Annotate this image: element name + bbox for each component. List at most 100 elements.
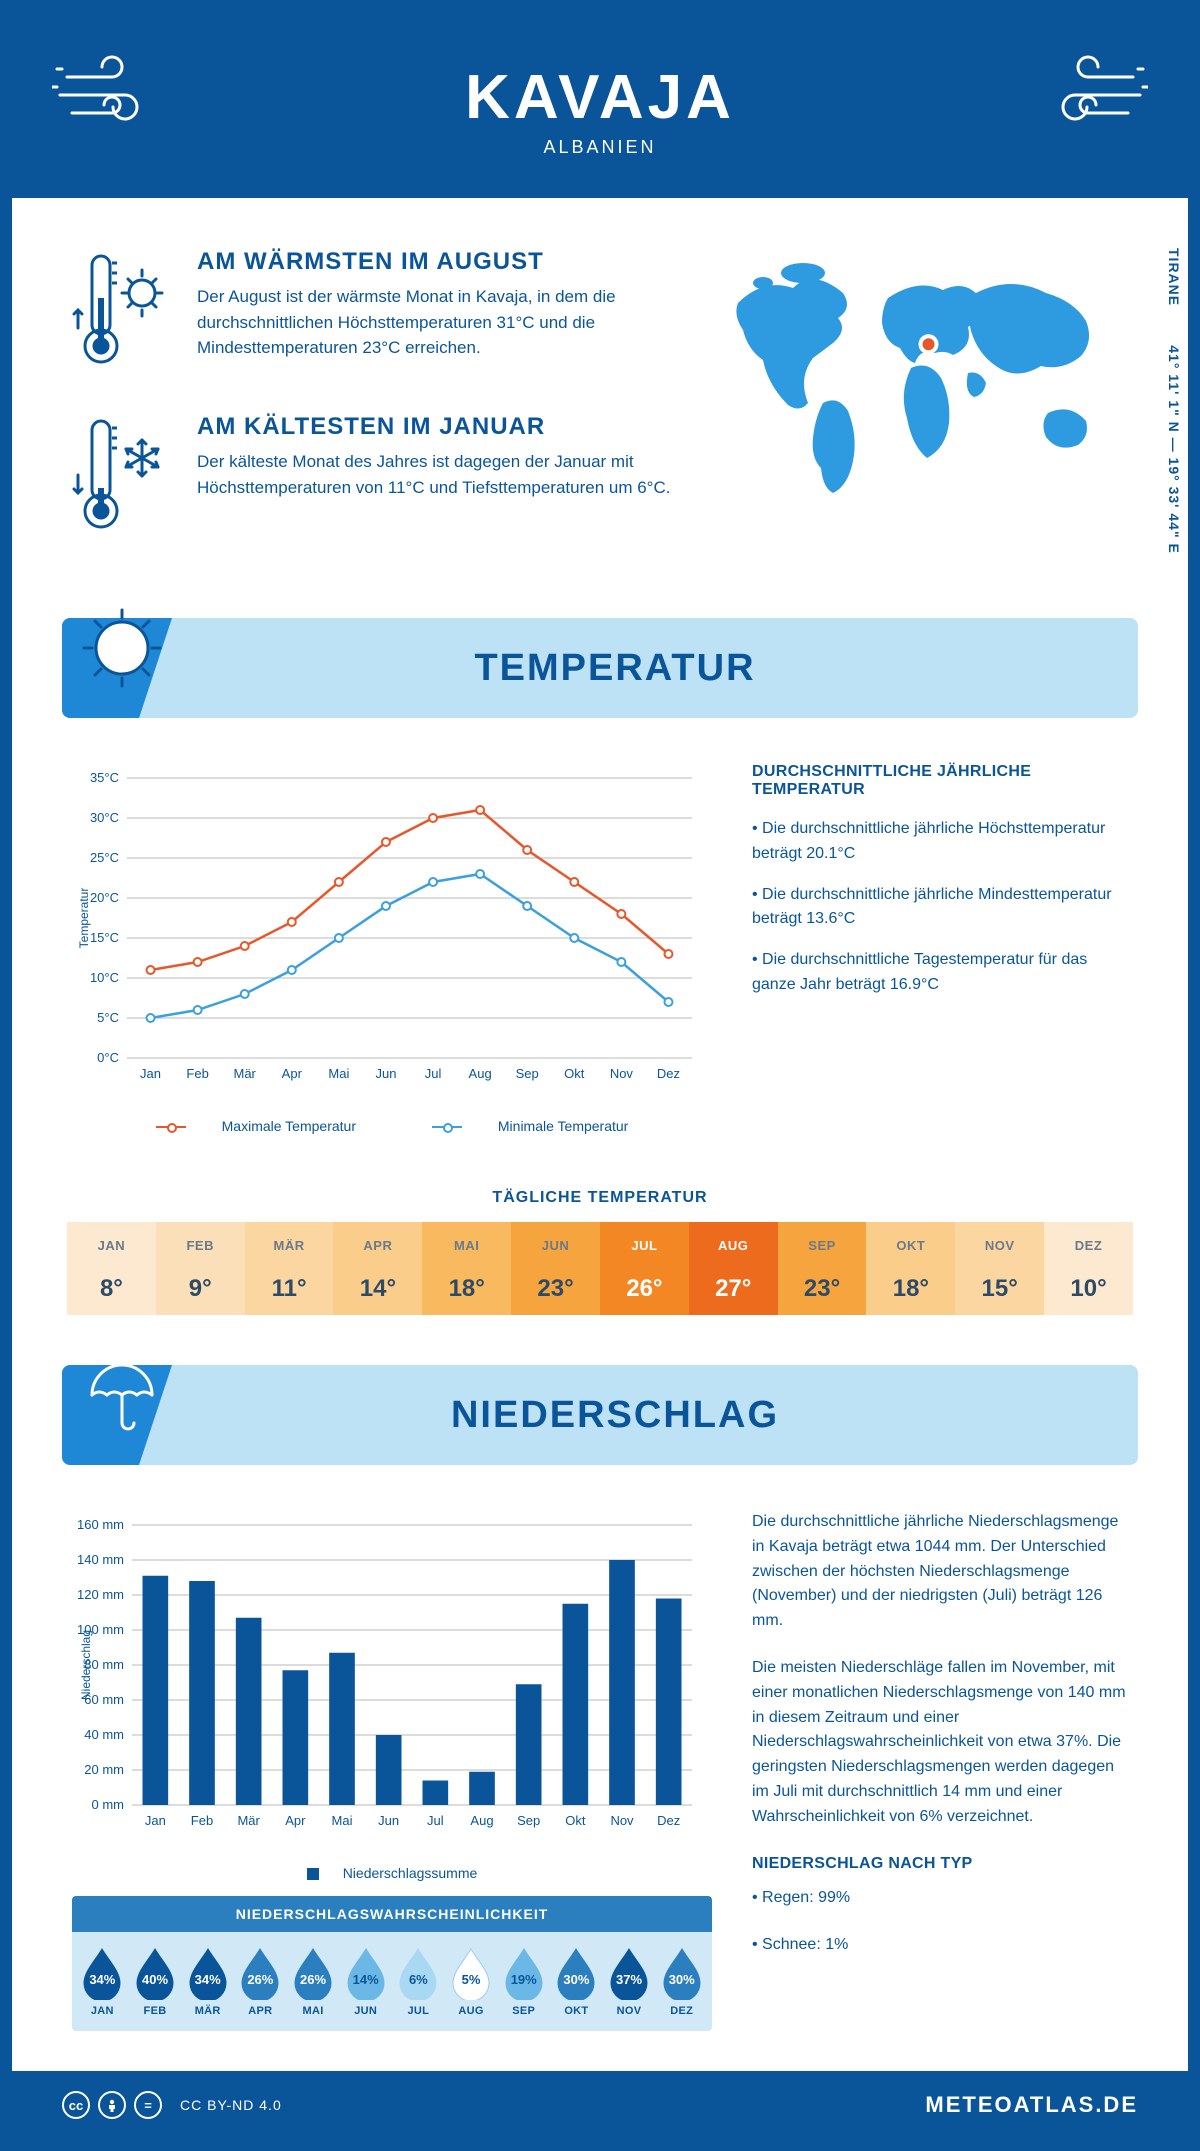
svg-text:Apr: Apr [285,1813,306,1828]
svg-text:Mär: Mär [237,1813,260,1828]
warmest-text: Der August ist der wärmste Monat in Kava… [197,284,678,361]
prob-cell: 37%NOV [603,1946,656,2017]
temp-bullet-2: • Die durchschnittliche jährliche Mindes… [752,883,1128,933]
daily-cell: SEP23° [778,1222,867,1315]
prob-cell: 40%FEB [129,1946,182,2017]
svg-text:Mär: Mär [234,1066,257,1081]
prob-cell: 5%AUG [445,1946,498,2017]
svg-text:Apr: Apr [282,1066,303,1081]
prob-cell: 26%MAI [287,1946,340,2017]
svg-text:120 mm: 120 mm [77,1587,124,1602]
svg-text:160 mm: 160 mm [77,1517,124,1532]
precip-summary: Die durchschnittliche jährliche Niedersc… [752,1510,1128,2031]
svg-text:20 mm: 20 mm [84,1762,124,1777]
svg-text:Feb: Feb [191,1813,213,1828]
city-title: KAVAJA [32,62,1168,133]
svg-text:Jul: Jul [427,1813,444,1828]
temperature-line-chart: 0°C5°C10°C15°C20°C25°C30°C35°CJanFebMärA… [72,763,712,1134]
precip-type-2: • Schnee: 1% [752,1933,1128,1958]
temp-bullet-3: • Die durchschnittliche Tagestemperatur … [752,948,1128,998]
temp-bullet-1: • Die durchschnittliche jährliche Höchst… [752,817,1128,867]
daily-cell: JUN23° [511,1222,600,1315]
header: KAVAJA ALBANIEN [12,12,1188,198]
daily-cell: APR14° [333,1222,422,1315]
precip-heading: NIEDERSCHLAG [172,1394,1058,1437]
temperature-banner: TEMPERATUR [62,618,1138,718]
country-subtitle: ALBANIEN [32,137,1168,158]
svg-text:Jan: Jan [145,1813,166,1828]
temp-legend: Maximale Temperatur Minimale Temperatur [72,1118,712,1134]
svg-text:Nov: Nov [610,1066,634,1081]
svg-text:5°C: 5°C [97,1010,119,1025]
cc-icon: cc [62,2091,90,2119]
daily-cell: DEZ10° [1044,1222,1133,1315]
prob-title: NIEDERSCHLAGSWAHRSCHEINLICHKEIT [72,1896,712,1932]
daily-cell: JUL26° [600,1222,689,1315]
temp-summary-heading: DURCHSCHNITTLICHE JÄHRLICHE TEMPERATUR [752,763,1128,799]
svg-text:0°C: 0°C [97,1050,119,1065]
svg-text:Jun: Jun [378,1813,399,1828]
sun-icon [80,606,165,696]
daily-temp-strip: JAN8°FEB9°MÄR11°APR14°MAI18°JUN23°JUL26°… [67,1222,1133,1315]
nd-icon: = [134,2091,162,2119]
svg-text:15°C: 15°C [90,930,119,945]
temperature-summary: DURCHSCHNITTLICHE JÄHRLICHE TEMPERATUR •… [752,763,1128,1134]
daily-cell: NOV15° [955,1222,1044,1315]
precip-banner: NIEDERSCHLAG [62,1365,1138,1465]
svg-text:Dez: Dez [657,1813,680,1828]
prob-cell: 19%SEP [497,1946,550,2017]
wind-icon-left [52,47,172,142]
svg-text:Nov: Nov [610,1813,634,1828]
prob-cell: 30%DEZ [655,1946,708,2017]
svg-text:25°C: 25°C [90,850,119,865]
precip-bar-chart: 0 mm20 mm40 mm60 mm80 mm100 mm120 mm140 … [72,1510,712,2031]
svg-text:Temperatur: Temperatur [77,888,91,949]
prob-cell: 14%JUN [339,1946,392,2017]
svg-text:10°C: 10°C [90,970,119,985]
prob-cell: 34%JAN [76,1946,129,2017]
thermometer-cold-icon [72,413,172,538]
svg-text:Jul: Jul [425,1066,442,1081]
precip-para-2: Die meisten Niederschläge fallen im Nove… [752,1656,1128,1830]
coldest-block: AM KÄLTESTEN IM JANUAR Der kälteste Mona… [72,413,678,538]
intro-section: AM WÄRMSTEN IM AUGUST Der August ist der… [12,198,1188,618]
by-icon [98,2091,126,2119]
warmest-title: AM WÄRMSTEN IM AUGUST [197,248,678,276]
license-block: cc = CC BY-ND 4.0 [62,2091,282,2119]
precip-type-heading: NIEDERSCHLAG NACH TYP [752,1852,1128,1877]
svg-text:Dez: Dez [657,1066,680,1081]
precip-para-1: Die durchschnittliche jährliche Niedersc… [752,1510,1128,1634]
svg-text:20°C: 20°C [90,890,119,905]
svg-text:140 mm: 140 mm [77,1552,124,1567]
svg-text:Jan: Jan [140,1066,161,1081]
precip-type-1: • Regen: 99% [752,1886,1128,1911]
brand-text: METEOATLAS.DE [925,2092,1138,2118]
coords-text: TIRANE 41° 11' 1" N — 19° 33' 44" E [1166,248,1182,554]
svg-text:40 mm: 40 mm [84,1727,124,1742]
svg-text:Sep: Sep [517,1813,540,1828]
svg-text:Okt: Okt [565,1813,586,1828]
license-text: CC BY-ND 4.0 [180,2097,282,2113]
daily-cell: OKT18° [866,1222,955,1315]
daily-cell: AUG27° [689,1222,778,1315]
svg-text:Aug: Aug [469,1066,492,1081]
svg-text:Sep: Sep [516,1066,539,1081]
prob-cell: 6%JUL [392,1946,445,2017]
prob-cell: 34%MÄR [181,1946,234,2017]
svg-text:Niederschlag: Niederschlag [79,1630,93,1700]
svg-text:35°C: 35°C [90,770,119,785]
precip-probability-box: NIEDERSCHLAGSWAHRSCHEINLICHKEIT 34%JAN40… [72,1896,712,2031]
daily-cell: MÄR11° [245,1222,334,1315]
daily-cell: MAI18° [422,1222,511,1315]
world-map: TIRANE 41° 11' 1" N — 19° 33' 44" E [708,248,1128,578]
precip-legend: Niederschlagssumme [72,1865,712,1881]
svg-text:0 mm: 0 mm [92,1797,125,1812]
svg-text:Mai: Mai [332,1813,353,1828]
coldest-title: AM KÄLTESTEN IM JANUAR [197,413,678,441]
svg-text:Aug: Aug [470,1813,493,1828]
svg-text:Feb: Feb [186,1066,208,1081]
coldest-text: Der kälteste Monat des Jahres ist dagege… [197,449,678,500]
daily-cell: FEB9° [156,1222,245,1315]
thermometer-hot-icon [72,248,172,373]
prob-cell: 26%APR [234,1946,287,2017]
